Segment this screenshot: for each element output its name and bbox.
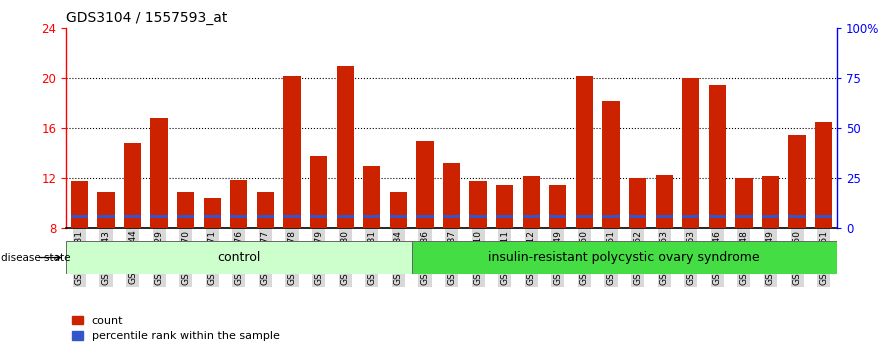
Bar <box>310 215 327 218</box>
Bar <box>788 215 806 218</box>
Bar <box>363 215 381 218</box>
Bar <box>230 215 248 218</box>
Bar <box>177 215 195 218</box>
Bar <box>576 215 593 218</box>
Bar <box>256 215 274 218</box>
Bar <box>417 215 433 218</box>
Bar <box>549 184 566 228</box>
Bar <box>522 215 540 218</box>
Bar <box>603 101 619 228</box>
Bar <box>337 215 354 218</box>
Bar <box>470 215 486 218</box>
Bar <box>70 181 88 228</box>
Legend: count, percentile rank within the sample: count, percentile rank within the sample <box>71 315 279 341</box>
Bar <box>177 192 195 228</box>
Bar <box>708 215 726 218</box>
Bar <box>417 141 433 228</box>
Bar <box>389 215 407 218</box>
Bar <box>629 215 647 218</box>
Bar <box>549 215 566 218</box>
Bar <box>70 215 88 218</box>
Bar <box>363 166 381 228</box>
FancyBboxPatch shape <box>411 241 837 274</box>
Bar <box>629 178 647 228</box>
Bar <box>230 179 248 228</box>
Bar <box>310 156 327 228</box>
Bar <box>470 181 486 228</box>
FancyBboxPatch shape <box>66 241 411 274</box>
Bar <box>815 122 833 228</box>
Bar <box>603 215 619 218</box>
Bar <box>788 135 806 228</box>
Text: insulin-resistant polycystic ovary syndrome: insulin-resistant polycystic ovary syndr… <box>488 251 760 264</box>
Bar <box>522 176 540 228</box>
Bar <box>496 184 514 228</box>
Bar <box>762 176 779 228</box>
Text: disease state: disease state <box>2 252 70 263</box>
Bar <box>337 66 354 228</box>
Bar <box>655 215 673 218</box>
Bar <box>151 215 167 218</box>
Bar <box>284 215 300 218</box>
Bar <box>682 215 700 218</box>
Bar <box>151 118 167 228</box>
Bar <box>389 192 407 228</box>
Bar <box>97 215 115 218</box>
Bar <box>815 215 833 218</box>
Bar <box>124 143 141 228</box>
Bar <box>708 85 726 228</box>
Bar <box>256 192 274 228</box>
Bar <box>655 175 673 228</box>
Bar <box>124 215 141 218</box>
Text: control: control <box>218 251 261 264</box>
Bar <box>496 215 514 218</box>
Bar <box>682 78 700 228</box>
Bar <box>736 215 752 218</box>
Bar <box>204 198 221 228</box>
Bar <box>97 192 115 228</box>
Bar <box>443 163 460 228</box>
Bar <box>204 215 221 218</box>
Bar <box>576 76 593 228</box>
Bar <box>443 215 460 218</box>
Text: GDS3104 / 1557593_at: GDS3104 / 1557593_at <box>66 11 227 24</box>
Bar <box>762 215 779 218</box>
Bar <box>284 76 300 228</box>
Bar <box>736 178 752 228</box>
